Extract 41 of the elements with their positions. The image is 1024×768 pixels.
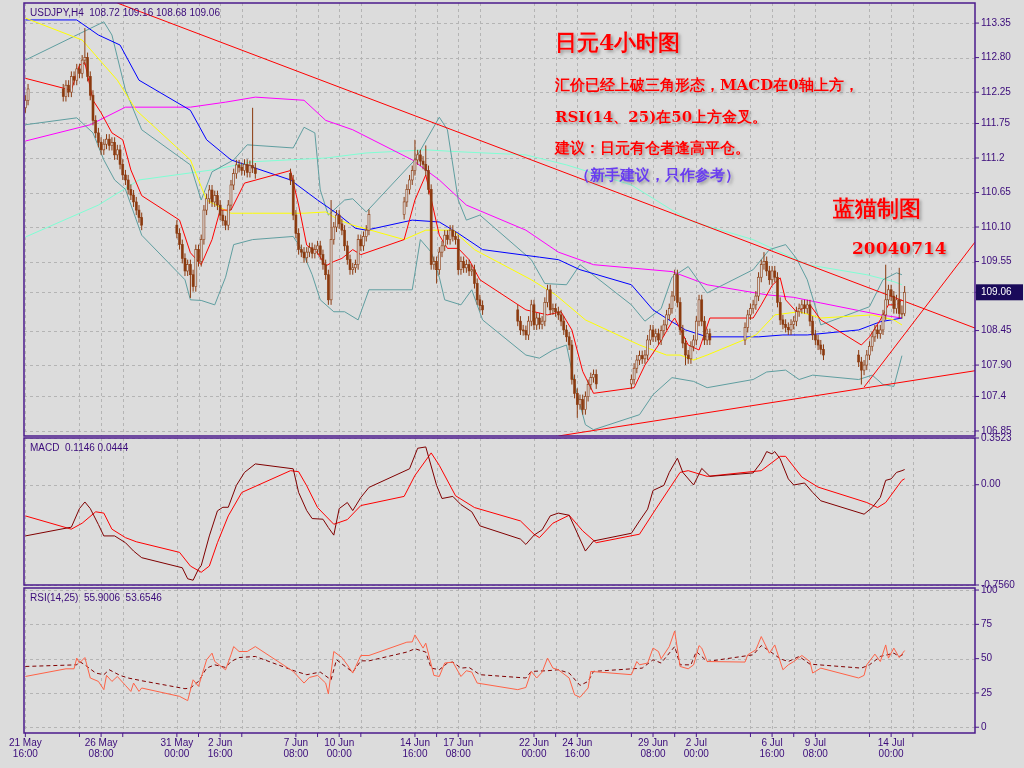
y-tick-label: 110.10 <box>981 220 1012 232</box>
x-tick-label: 29 Jun 08:00 <box>638 737 669 759</box>
x-tick-label: 31 May 00:00 <box>160 737 194 759</box>
x-tick-label: 21 May 16:00 <box>8 737 42 759</box>
y-tick-label: 75 <box>981 617 993 629</box>
annotation: 蓝猫制图 <box>832 195 921 221</box>
annotation: 20040714 <box>852 238 947 258</box>
annotation: 汇价已经上破三角形态，MACD在0轴上方， <box>554 76 859 94</box>
y-tick-label: 0.00 <box>981 478 1001 490</box>
y-tick-label: 113.35 <box>981 16 1012 28</box>
x-tick-label: 14 Jun 16:00 <box>399 737 430 759</box>
y-tick-label: 107.4 <box>981 390 1007 402</box>
y-tick-label: 0 <box>981 720 987 732</box>
x-tick-label: 10 Jun 00:00 <box>324 737 355 759</box>
y-tick-label: 108.45 <box>981 324 1013 336</box>
y-tick-label: 50 <box>981 652 993 664</box>
y-tick-label: 110.65 <box>981 186 1012 198</box>
chart-title: RSI(14,25) 55.9006 53.6546 <box>30 592 163 603</box>
x-tick-label: 2 Jun 16:00 <box>207 737 234 759</box>
y-tick-label: 25 <box>981 686 993 698</box>
y-tick-label: 111.75 <box>981 117 1011 129</box>
annotation: 建议：日元有仓者逢高平仓。 <box>554 139 750 157</box>
x-tick-label: 7 Jun 08:00 <box>283 737 309 759</box>
x-tick-label: 24 Jun 16:00 <box>562 737 593 759</box>
y-tick-label: 112.80 <box>981 51 1012 63</box>
y-tick-label: 109.55 <box>981 255 1013 267</box>
x-tick-label: 22 Jun 00:00 <box>518 737 550 759</box>
chart-title: MACD 0.1146 0.0444 <box>30 442 129 453</box>
annotation: RSI(14、25)在50上方金叉。 <box>555 108 768 126</box>
annotation: （新手建议，只作参考） <box>575 166 740 184</box>
x-tick-label: 14 Jul 00:00 <box>877 737 905 759</box>
x-tick-label: 17 Jun 08:00 <box>443 737 474 759</box>
x-tick-label: 9 Jul 08:00 <box>802 737 829 759</box>
y-tick-label: 109.06 <box>981 285 1013 297</box>
x-tick-label: 26 May 08:00 <box>84 737 118 759</box>
y-tick-label: 107.90 <box>981 358 1013 370</box>
y-tick-label: 111.2 <box>981 151 1005 163</box>
x-tick-label: 6 Jul 16:00 <box>759 737 786 759</box>
x-tick-label: 2 Jul 00:00 <box>683 737 710 759</box>
y-tick-label: 112.25 <box>981 85 1012 97</box>
annotation: 日元4小时图 <box>555 29 681 55</box>
